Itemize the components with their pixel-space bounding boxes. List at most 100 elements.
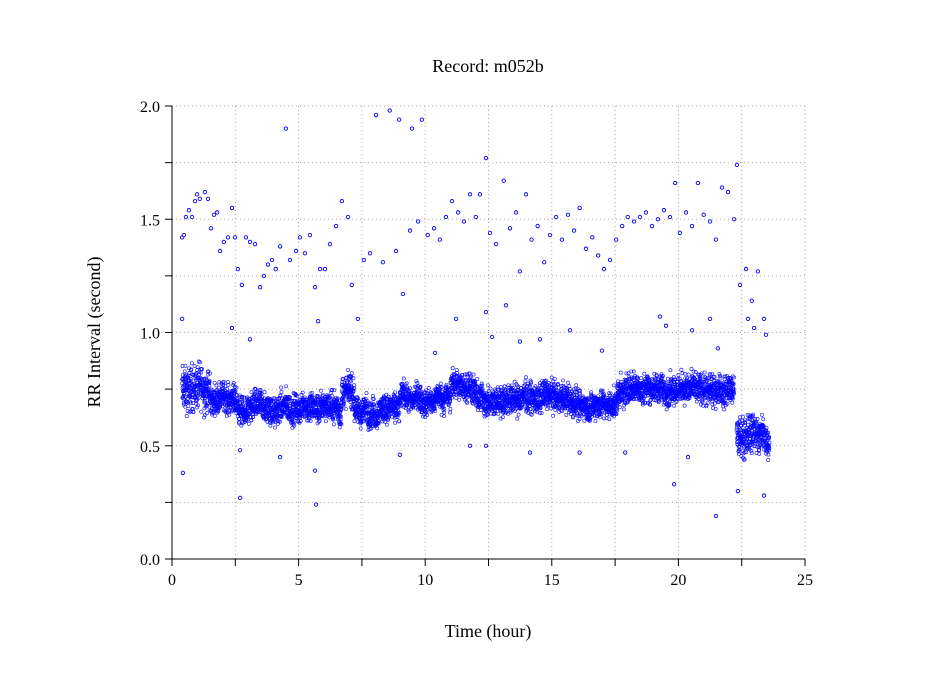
band-point xyxy=(526,410,531,415)
band-point xyxy=(341,400,346,405)
band-point xyxy=(471,372,476,377)
band-point xyxy=(397,410,402,415)
band-point xyxy=(463,372,468,377)
band-point xyxy=(375,426,380,431)
band-point xyxy=(344,385,349,390)
band-point xyxy=(310,390,315,395)
band-point xyxy=(424,410,429,415)
band-point xyxy=(363,396,368,401)
band-point xyxy=(623,396,628,401)
band-point xyxy=(438,381,443,386)
band-point xyxy=(202,415,207,420)
band-point xyxy=(376,421,381,426)
band-point xyxy=(308,391,313,396)
band-point xyxy=(601,416,606,421)
band-point xyxy=(702,370,707,375)
band-point xyxy=(406,409,411,414)
band-point xyxy=(335,396,340,401)
band-point xyxy=(393,390,397,395)
band-point xyxy=(346,367,351,372)
band-point xyxy=(607,417,612,422)
band-point xyxy=(199,409,204,414)
band-point xyxy=(473,379,477,384)
band-point xyxy=(317,418,322,423)
band-point xyxy=(202,398,207,403)
band-point xyxy=(202,413,207,418)
band-point xyxy=(538,383,543,388)
band-point xyxy=(376,418,381,423)
band-point xyxy=(445,387,450,392)
band-point xyxy=(292,420,297,425)
band-point xyxy=(520,403,525,408)
band-point xyxy=(608,391,613,396)
band-point xyxy=(421,414,425,419)
band-point xyxy=(597,412,602,417)
band-point xyxy=(298,419,303,423)
band-point xyxy=(524,375,528,380)
band-point xyxy=(393,420,398,425)
band-point xyxy=(246,421,251,426)
band-point xyxy=(512,379,517,384)
band-point xyxy=(271,420,276,425)
band-point xyxy=(358,421,363,426)
band-point xyxy=(188,380,193,385)
band-point xyxy=(553,382,558,387)
band-point xyxy=(530,409,535,414)
band-point xyxy=(578,391,583,396)
band-point xyxy=(306,415,311,420)
band-point xyxy=(212,380,217,385)
band-point xyxy=(488,386,493,391)
band-point xyxy=(493,409,497,414)
band-point xyxy=(351,376,356,381)
band-point xyxy=(199,367,204,371)
band-point xyxy=(450,366,455,371)
band-point xyxy=(318,388,323,393)
band-point xyxy=(527,385,532,389)
band-point xyxy=(578,388,582,393)
band-point xyxy=(615,408,620,413)
band-point xyxy=(544,378,548,383)
band-point xyxy=(231,381,236,385)
band-point xyxy=(584,402,588,407)
band-point xyxy=(226,380,230,385)
band-point xyxy=(323,419,328,424)
band-point xyxy=(295,394,300,399)
band-point xyxy=(279,415,284,420)
band-point xyxy=(448,407,453,411)
band-point xyxy=(554,388,559,393)
band-point xyxy=(477,384,482,389)
band-point xyxy=(186,404,191,408)
band-point xyxy=(284,402,289,407)
band-point xyxy=(401,376,406,381)
band-point xyxy=(589,390,594,395)
band-point xyxy=(182,369,187,374)
band-point xyxy=(284,400,289,405)
band-point xyxy=(214,383,219,388)
band-point xyxy=(251,414,256,419)
band-point xyxy=(220,400,225,405)
band-point xyxy=(448,410,453,415)
band-point xyxy=(345,379,349,384)
band-point xyxy=(462,382,467,387)
band-point xyxy=(329,393,334,398)
band-point xyxy=(383,397,388,402)
band-point xyxy=(384,392,389,397)
band-point xyxy=(189,367,194,372)
band-point xyxy=(556,382,561,386)
band-point xyxy=(642,371,647,376)
band-point xyxy=(624,378,629,383)
band-point xyxy=(187,399,192,404)
band-point xyxy=(226,382,231,387)
band-point xyxy=(417,388,422,393)
band-point xyxy=(564,412,569,417)
band-point xyxy=(277,419,282,424)
band-point xyxy=(249,390,254,395)
band-point xyxy=(186,373,191,378)
band-point xyxy=(396,412,401,417)
band-point xyxy=(195,365,200,370)
band-point xyxy=(614,412,619,417)
band-point xyxy=(262,390,267,395)
band-point xyxy=(464,399,469,404)
band-point xyxy=(471,397,476,402)
